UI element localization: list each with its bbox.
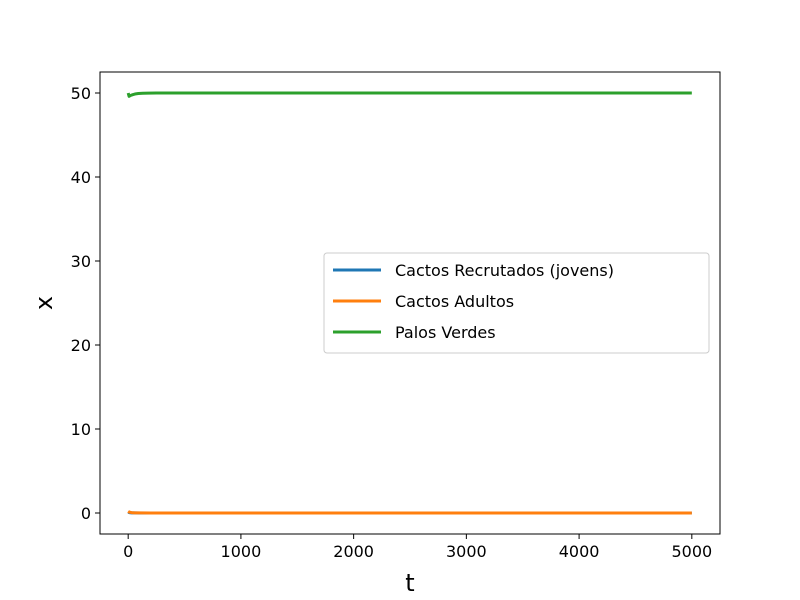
x-tick-label: 0 <box>123 542 133 561</box>
x-tick-label: 4000 <box>559 542 600 561</box>
series-line-3 <box>126 91 692 98</box>
y-axis-label: x <box>30 296 58 310</box>
legend-label-2: Cactos Adultos <box>395 292 514 311</box>
x-axis-label: t <box>405 569 414 597</box>
x-axis: 0 1000 2000 3000 4000 5000 <box>123 534 712 561</box>
legend-label-1: Cactos Recrutados (jovens) <box>395 261 614 280</box>
legend: Cactos Recrutados (jovens) Cactos Adultos… <box>323 252 710 354</box>
x-tick-label: 5000 <box>671 542 712 561</box>
plot-area <box>126 91 692 515</box>
y-tick-label: 10 <box>71 420 91 439</box>
y-axis: 0 10 20 30 40 50 <box>71 84 100 523</box>
x-tick-label: 2000 <box>333 542 374 561</box>
y-tick-label: 30 <box>71 252 91 271</box>
legend-label-3: Palos Verdes <box>395 323 496 342</box>
y-tick-label: 0 <box>81 504 91 523</box>
x-tick-label: 3000 <box>446 542 487 561</box>
y-tick-label: 40 <box>71 168 91 187</box>
y-tick-label: 20 <box>71 336 91 355</box>
x-tick-label: 1000 <box>221 542 262 561</box>
y-tick-label: 50 <box>71 84 91 103</box>
series-line-2 <box>127 510 692 515</box>
legend-box <box>323 252 710 354</box>
axes-frame <box>99 71 721 535</box>
